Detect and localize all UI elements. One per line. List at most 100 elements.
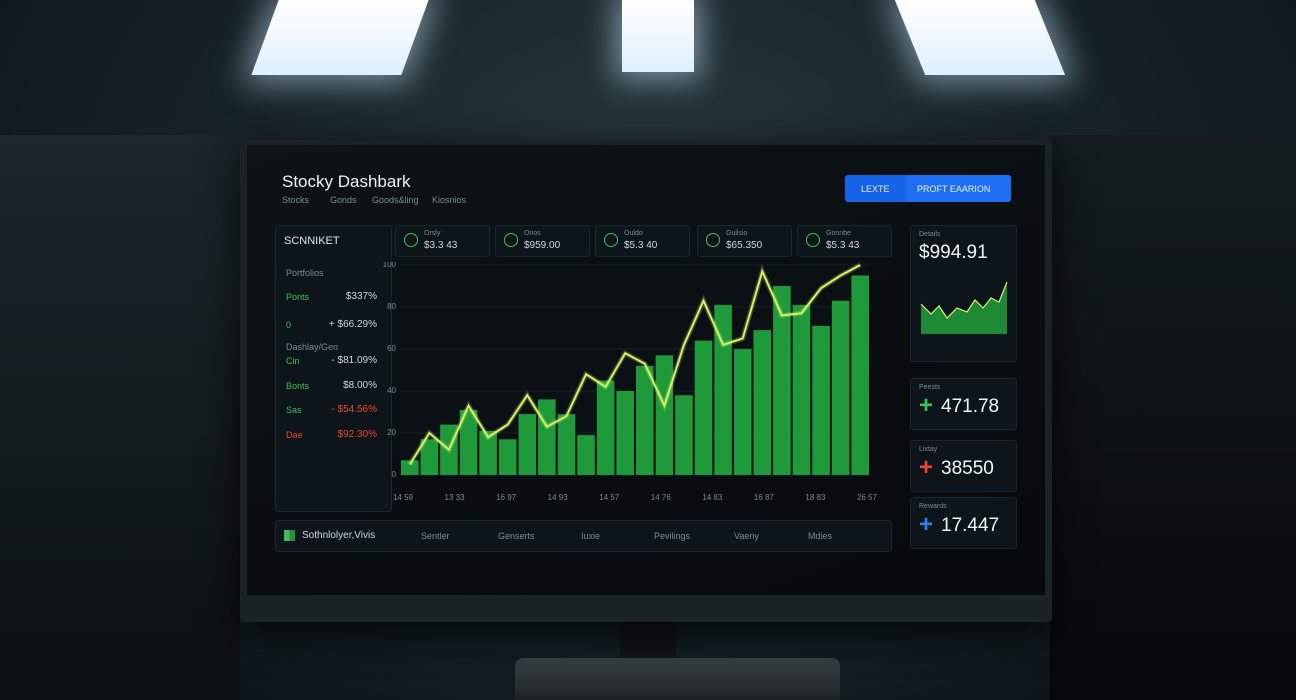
ticker-icon (504, 233, 518, 247)
bar (557, 414, 576, 475)
bar (851, 275, 869, 475)
ticker-name: Orsly (424, 230, 441, 237)
row-label: Cin (286, 356, 300, 366)
ticker-value: $3.3 43 (424, 240, 458, 251)
section-label: Dashlay/Gen (286, 342, 339, 352)
row-value: $337% (345, 291, 377, 302)
card-icon: + (919, 454, 934, 481)
bar (714, 304, 732, 475)
tab[interactable]: Gonds (330, 195, 357, 205)
x-tick-label: 16 87 (754, 493, 775, 502)
y-tick-label: 20 (387, 428, 396, 437)
ceiling-light (894, 0, 1066, 75)
x-tick-label: 26 57 (857, 493, 878, 502)
bar (831, 300, 850, 475)
row-label: Dae (286, 430, 303, 440)
sparkline-box (917, 274, 1009, 344)
ticker-name: Ouldo (624, 230, 643, 237)
bar (498, 439, 517, 475)
footer-tab[interactable]: Mdies (808, 531, 833, 541)
ticker-name: Gonnbe (826, 230, 851, 237)
x-tick-label: 18 83 (805, 493, 826, 502)
section-label: Portfolios (286, 268, 324, 278)
bar (577, 435, 595, 475)
bar (401, 460, 419, 475)
row-value: $8.00% (343, 380, 377, 391)
bar (459, 409, 478, 475)
ceiling-light (251, 0, 429, 75)
tab[interactable]: Goods&ling (372, 195, 419, 205)
row-label: Bonts (286, 381, 310, 391)
ticker-icon (404, 233, 418, 247)
card-value: 17.447 (941, 515, 1000, 536)
footer-tab[interactable]: Genserts (498, 531, 535, 541)
bar (636, 365, 654, 475)
bar (792, 304, 811, 475)
card-label: Lixtay (919, 446, 938, 453)
card-value: 38550 (941, 458, 994, 479)
ticker-icon (706, 233, 720, 247)
bar (518, 414, 537, 475)
card-icon: + (919, 511, 934, 538)
ticker: Orsly $3.3 43 (395, 225, 490, 257)
chair (515, 658, 840, 700)
row-value: + $66.29% (328, 319, 377, 330)
bar (694, 340, 713, 475)
bar (596, 380, 615, 475)
card-value: 471.78 (941, 396, 1000, 417)
ticker-name: Onos (524, 230, 541, 237)
row-value: $92.30% (337, 429, 377, 440)
row-label: 0 (286, 320, 292, 330)
y-tick-label: 60 (387, 344, 396, 353)
bar (675, 395, 693, 475)
x-tick-label: 14 57 (599, 493, 620, 502)
ticker-value: $65.350 (726, 240, 763, 251)
x-tick-label: 13 33 (445, 493, 466, 502)
footer-tab[interactable]: Iuxie (581, 531, 601, 541)
bar (655, 355, 674, 475)
x-tick-label: 16 97 (496, 493, 517, 502)
title: Stocky Dashbark (282, 172, 411, 191)
button[interactable]: PROFT EAARION (917, 184, 991, 194)
ticker-icon (806, 233, 820, 247)
brand-icon (284, 530, 295, 541)
y-tick-label: 40 (387, 386, 396, 395)
bar (616, 391, 634, 475)
x-tick-label: 14 59 (393, 493, 414, 502)
ticker-name: Guilsio (726, 230, 748, 237)
footer-tab[interactable]: Sentler (421, 531, 450, 541)
footer-tab[interactable]: Pevilings (654, 531, 691, 541)
bar (773, 286, 791, 475)
tab[interactable]: Stocks (282, 195, 310, 205)
sparkline (920, 281, 1008, 334)
row-value: - $81.09% (331, 355, 377, 366)
cabinet (1050, 135, 1296, 700)
line (408, 264, 861, 466)
footer-tab[interactable]: Vaeny (734, 531, 759, 541)
y-tick-label: 100 (383, 262, 397, 269)
x-tick-label: 14 76 (651, 493, 672, 502)
plot-bg (400, 265, 870, 475)
row-label: Sas (286, 405, 302, 415)
card-label: Details (919, 231, 941, 238)
bar (733, 349, 752, 475)
button[interactable]: LEXTE (861, 184, 890, 194)
card-icon: + (919, 392, 934, 419)
bar (479, 430, 497, 475)
brand: Sothnlolyer,Vivis (302, 530, 376, 541)
button-group: LEXTE PROFT EAARION (845, 175, 1011, 202)
ticker: Guilsio $65.350 (697, 225, 792, 257)
stat-card: Lixtay +38550 (910, 440, 1017, 492)
ticker-icon (604, 233, 618, 247)
stat-card: Details $994.91 (910, 225, 1017, 362)
x-tick-label: 14 93 (548, 493, 569, 502)
card-value: $994.91 (919, 242, 988, 263)
x-tick-label: 14 83 (702, 493, 723, 502)
card-label: Rewards (919, 503, 947, 510)
ticker: Gonnbe $5.3 43 (797, 225, 892, 257)
ticker-value: $959.00 (524, 240, 561, 251)
ceiling-light (622, 0, 694, 72)
tab[interactable]: Kiosnios (432, 195, 467, 205)
ticker-value: $5.3 43 (826, 240, 860, 251)
